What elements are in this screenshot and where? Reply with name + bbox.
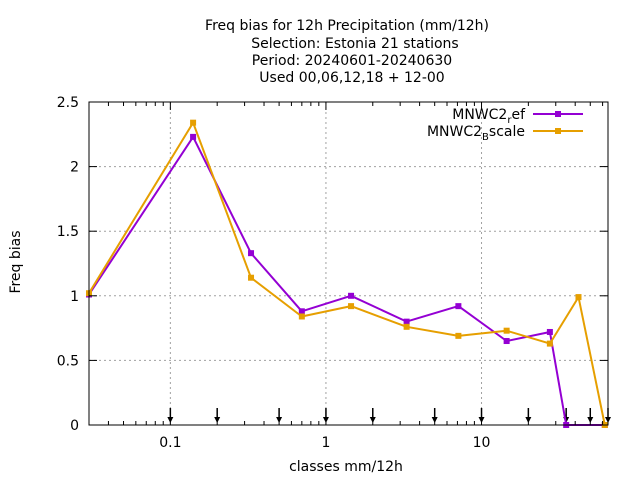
threshold-arrow-head xyxy=(276,417,283,423)
threshold-arrow-head xyxy=(431,417,438,423)
legend-label-ref: MNWC2ref xyxy=(452,107,526,126)
title-line-2: Selection: Estonia 21 stations xyxy=(251,36,458,52)
threshold-arrow-head xyxy=(525,417,532,423)
series-0-point xyxy=(248,250,255,257)
threshold-arrow-head xyxy=(214,417,221,423)
series-1-point xyxy=(348,303,355,310)
series-1-point xyxy=(575,294,582,301)
y-axis-label: Freq bias xyxy=(8,230,24,293)
threshold-arrow-head xyxy=(587,417,594,423)
series-1-point xyxy=(455,332,462,339)
series-1-point xyxy=(546,340,553,347)
grid-lines xyxy=(89,102,608,425)
series-line-1 xyxy=(88,121,606,426)
legend: MNWC2ref MNWC2Bscale xyxy=(427,107,583,143)
y-tick-label: 1.5 xyxy=(57,224,79,240)
chart-title: Freq bias for 12h Precipitation (mm/12h)… xyxy=(205,18,489,86)
y-tick-label: 2 xyxy=(70,160,79,176)
threshold-arrow-head xyxy=(369,417,376,423)
title-line-4: Used 00,06,12,18 + 12-00 xyxy=(259,70,444,86)
y-tick-label: 1 xyxy=(70,289,79,305)
series-0-point xyxy=(503,338,510,345)
series-0-point xyxy=(298,308,305,315)
legend-entry-ref: MNWC2ref xyxy=(452,107,583,126)
y-tick-label: 0 xyxy=(70,418,79,434)
series-line-0 xyxy=(88,135,605,426)
y-tick-label: 0.5 xyxy=(57,353,79,369)
series-0-point xyxy=(455,303,462,310)
series-1-point xyxy=(298,313,305,320)
legend-marker-ref xyxy=(555,111,561,117)
title-line-1: Freq bias for 12h Precipitation (mm/12h) xyxy=(205,18,489,34)
x-tick-label: 10 xyxy=(473,435,491,451)
series-1-point xyxy=(190,119,197,126)
series-0-point xyxy=(403,318,410,325)
legend-entry-bscale: MNWC2Bscale xyxy=(427,124,583,143)
x-tick-label: 1 xyxy=(321,435,330,451)
series-1-point xyxy=(403,323,410,330)
axis-ticks: 0 0.5 1 1.5 2 2.5 0.1 1 10 xyxy=(57,95,608,451)
plot-series xyxy=(86,119,608,428)
y-tick-label: 2.5 xyxy=(57,95,79,111)
series-1-point xyxy=(248,274,255,281)
series-1-point xyxy=(503,327,510,334)
series-0-point xyxy=(546,328,553,335)
legend-marker-bscale xyxy=(555,128,561,134)
title-line-3: Period: 20240601-20240630 xyxy=(252,53,452,69)
series-0-point xyxy=(190,133,197,140)
legend-label-bscale: MNWC2Bscale xyxy=(427,124,525,143)
x-tick-label: 0.1 xyxy=(159,435,181,451)
series-0-point xyxy=(348,292,355,299)
threshold-arrows xyxy=(167,408,611,423)
plot-frame xyxy=(88,101,609,426)
x-axis-label: classes mm/12h xyxy=(289,459,403,475)
